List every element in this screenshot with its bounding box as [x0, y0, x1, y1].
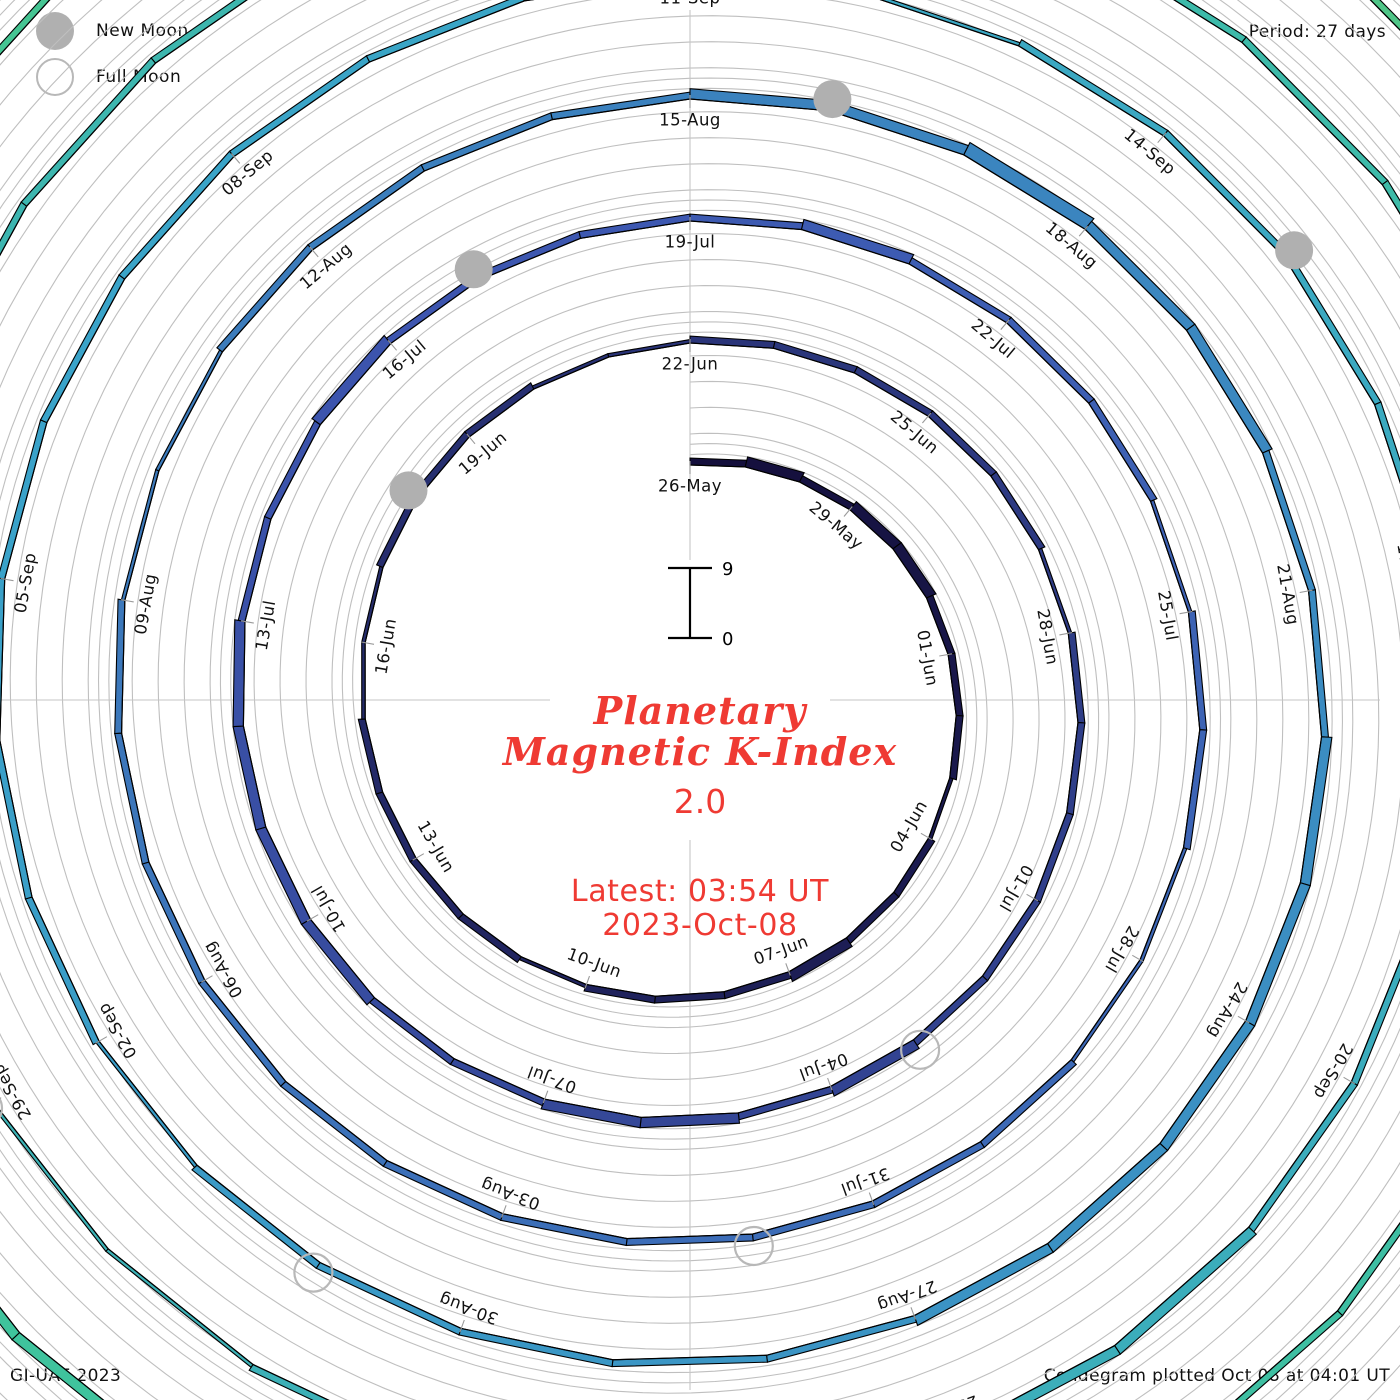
date-tick-label: 26-May [658, 477, 722, 496]
date-tick-label: 12-Aug [296, 239, 356, 293]
amplitude-key: 90 [668, 559, 733, 650]
date-tick-label: 25-Jul [1154, 589, 1182, 642]
moon-markers [0, 80, 1314, 1293]
date-tick-label: 15-Aug [659, 111, 721, 130]
key-label-max: 9 [722, 559, 733, 580]
full-moon-icon [36, 58, 74, 96]
moon-legend: New Moon Full Moon [18, 8, 189, 100]
date-tick-label: 10-Jun [564, 944, 624, 981]
date-tick-label: 22-Jun [662, 355, 719, 374]
date-tick-label: 13-Jul [252, 599, 280, 652]
date-tick-label: 11-Sep [659, 0, 720, 8]
date-tick-label: 05-Sep [11, 551, 40, 614]
date-tick-label: 19-Jul [665, 233, 716, 252]
date-tick-label: 04-Jul [796, 1049, 850, 1084]
date-tick-label: 07-Jul [525, 1062, 579, 1097]
legend-label-new-moon: New Moon [96, 21, 189, 41]
key-label-min: 0 [722, 629, 733, 650]
date-tick-label: 07-Jun [751, 932, 811, 969]
date-tick-label: 28-Jun [1033, 607, 1062, 666]
date-tick-label: 29-Sep [0, 1061, 35, 1123]
date-tick-label: 09-Aug [131, 572, 160, 636]
date-tick-label: 16-Jun [372, 617, 401, 676]
date-tick-label: 02-Sep [94, 1000, 141, 1062]
date-tick-label: 21-Aug [1273, 562, 1302, 626]
date-tick-label: 01-Jun [913, 629, 942, 688]
plotted-timestamp-label: Condegram plotted Oct 08 at 04:01 UT [1043, 1366, 1390, 1386]
date-tick-label: 23-Sep [917, 1391, 981, 1400]
